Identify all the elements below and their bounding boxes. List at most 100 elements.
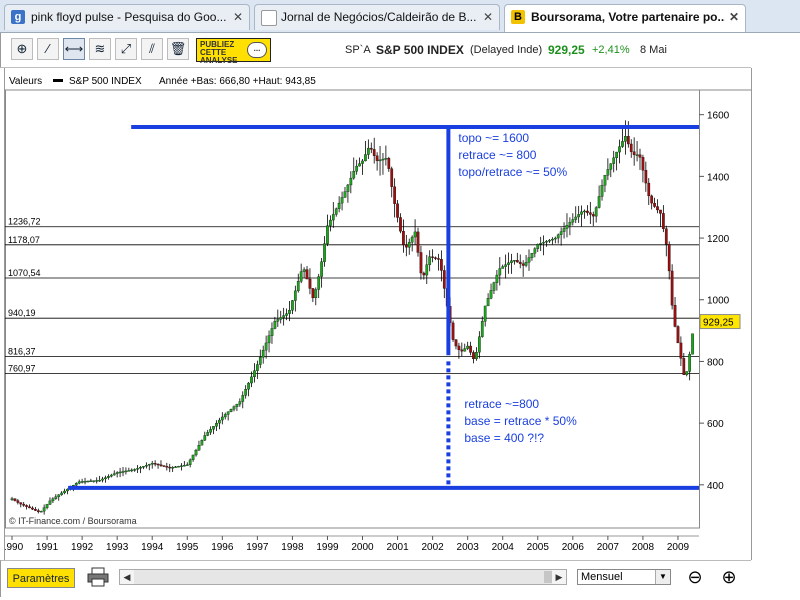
sp500-chart[interactable]: Valeurs S&P 500 INDEX Année +Bas: 666,80 +… [1,68,751,560]
candle-body [594,207,598,217]
candle-body [556,234,560,239]
candle-body [466,345,470,349]
scroll-right-icon[interactable]: ▶ [552,570,566,584]
candle-body [641,157,645,171]
candle-body [410,236,414,243]
candle-body [691,333,694,355]
candle-body [568,221,572,226]
candle-body [98,480,101,482]
candle-body [296,281,300,292]
zoom-tool-icon[interactable]: ⊕ [11,38,33,60]
candle-body [361,160,364,164]
boursorama-favicon-icon: B [511,10,525,24]
candle-body [261,349,265,358]
x-tick-label: 2009 [667,542,690,553]
candle-body [597,196,601,208]
candle-body [422,272,426,276]
candle-body [653,202,656,207]
candle-body [92,480,96,482]
trash-icon[interactable]: 🗑 [167,38,189,60]
candle-body [28,506,31,509]
candle-body [650,195,654,204]
period-select[interactable]: Mensuel ▼ [577,569,671,585]
x-tick-label: 1991 [36,542,59,553]
candle-body [311,288,315,299]
trend-channel-icon[interactable]: ⤢ [115,38,137,60]
candle-body [139,467,142,469]
zoom-in-icon[interactable]: ⊕ [721,567,737,587]
chart-area[interactable]: Valeurs S&P 500 INDEX Année +Bas: 666,80 +… [1,68,752,560]
candle-body [548,239,551,242]
close-tab-icon[interactable]: ✕ [728,10,739,24]
last-value-badge [699,314,741,330]
candle-body [182,465,186,467]
x-tick-label: 2006 [562,542,585,553]
chart-scrollbar[interactable]: ◀ ▶ [119,569,567,585]
candle-body [299,271,303,282]
scroll-thumb[interactable] [544,571,552,583]
last-value-label: 929,25 [703,318,734,329]
parameters-button[interactable]: Paramètres [7,568,75,588]
candle-body [337,202,341,209]
tab-google-search[interactable]: g pink floyd pulse - Pesquisa do Goo... … [4,4,250,30]
publish-analysis-button[interactable]: PUBLIEZ CETTE ANALYSE ... [196,38,271,65]
candle-body [288,310,291,314]
candle-body [323,243,326,262]
candle-body [396,203,399,218]
candle-body [159,464,163,466]
candle-body [104,477,107,480]
candle-body [191,454,195,461]
candle-body [393,186,396,204]
close-tab-icon[interactable]: ✕ [482,10,493,24]
candle-body [352,171,356,179]
y-tick-label: 1600 [707,111,730,122]
candle-body [45,504,49,508]
candle-body [527,257,531,263]
printer-icon[interactable] [87,567,109,587]
candle-body [95,480,99,482]
annotation-text-base: base = 400 ?!? [464,431,544,445]
candle-body [89,480,93,482]
chevron-down-icon[interactable]: ▼ [655,570,670,584]
horizontal-line-icon[interactable]: ⟷ [63,38,85,60]
close-tab-icon[interactable]: ✕ [232,10,243,24]
candle-body [629,143,633,152]
candle-body [13,498,17,501]
candle-body [343,191,347,198]
candle-body [19,502,23,505]
candle-body [346,184,350,192]
candle-body [507,262,510,265]
fibonacci-icon[interactable]: ≋ [89,38,111,60]
candle-body [291,300,294,311]
tab-boursorama[interactable]: B Boursorama, Votre partenaire po... ✕ [504,4,746,32]
candle-body [244,389,248,396]
candle-body [635,154,639,156]
candle-body [632,151,636,155]
candle-body [390,168,394,187]
candle-body [305,269,309,280]
parallel-lines-icon[interactable]: ⫽ [141,38,163,60]
y-tick-label: 400 [707,481,724,492]
candle-body [331,214,335,221]
zoom-out-icon[interactable]: ⊖ [687,567,703,587]
period-value: Mensuel [581,571,623,583]
candle-body [247,382,250,390]
candle-body [659,209,662,214]
candle-body [621,141,624,147]
candle-body [591,214,595,217]
candle-body [609,163,613,170]
candle-body [136,468,139,470]
tab-jornal-negocios[interactable]: Jornal de Negócios/Caldeirão de B... ✕ [254,4,500,30]
candle-body [498,268,502,276]
candle-body [431,256,434,258]
candle-body [533,248,537,254]
draw-line-icon[interactable]: ⁄ [37,38,59,60]
candle-body [276,319,280,322]
level-label: 1236,72 [8,217,41,227]
candle-body [387,158,391,169]
candle-body [679,342,683,359]
candle-body [223,414,227,418]
scroll-left-icon[interactable]: ◀ [120,570,134,584]
candle-body [34,509,37,511]
ad-line: ANALYSE [200,56,238,65]
